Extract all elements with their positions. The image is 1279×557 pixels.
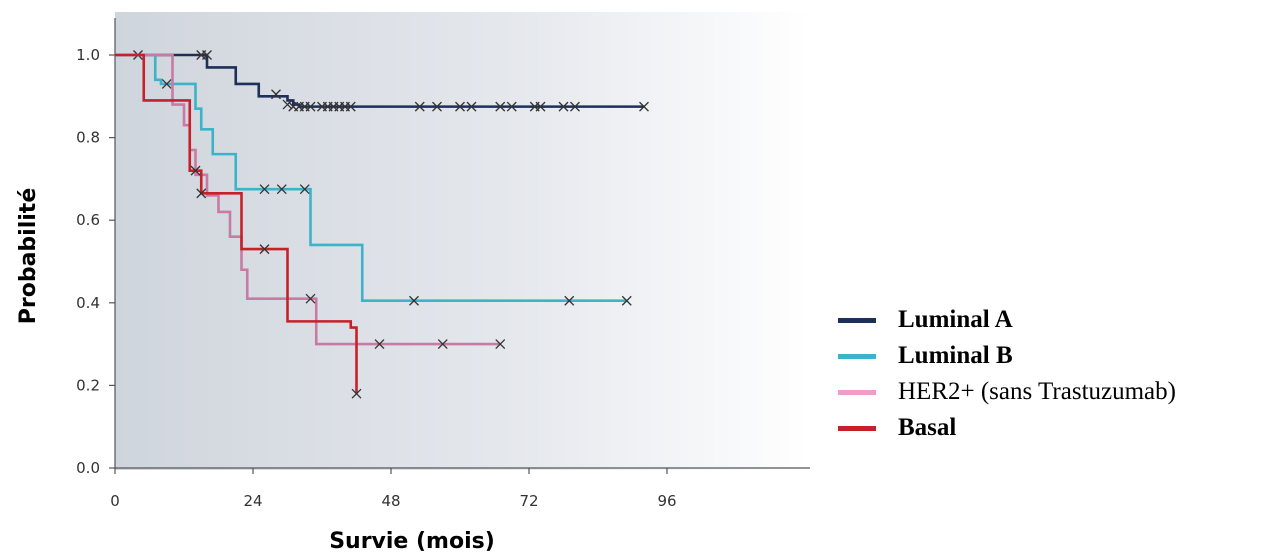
censor-mark (161, 78, 172, 89)
censor-mark (409, 295, 419, 306)
censor-mark (202, 50, 212, 60)
censor-mark (455, 101, 465, 112)
series-luminal-b (115, 53, 632, 306)
censor-mark (305, 293, 316, 304)
series-her2-sans-trastuzumab (115, 53, 506, 350)
x-tick-label: 0 (110, 492, 120, 510)
x-tick-label: 72 (519, 492, 538, 510)
x-tick-label: 24 (243, 492, 262, 510)
censor-mark (276, 184, 287, 195)
survival-curve (115, 53, 358, 394)
y-tick-label: 0.4 (76, 294, 100, 312)
legend-item: HER2+ (sans Trastuzumab) (838, 374, 1176, 410)
legend-item: Luminal B (838, 338, 1176, 374)
censor-mark (282, 99, 293, 110)
legend-label: HER2+ (sans Trastuzumab) (898, 378, 1176, 405)
censor-mark (351, 388, 362, 399)
censor-mark (535, 101, 546, 112)
censor-mark (196, 188, 207, 199)
censor-mark (414, 101, 425, 112)
censor-mark (558, 101, 569, 112)
censor-mark (564, 295, 575, 306)
censor-mark (374, 339, 385, 350)
y-tick-label: 0.8 (76, 129, 100, 147)
censor-mark (570, 101, 580, 112)
legend-swatch (838, 389, 876, 395)
censor-mark (495, 339, 506, 350)
censor-mark (466, 101, 477, 112)
x-axis-title: Survie (mois) (329, 529, 495, 554)
y-tick-label: 0.2 (76, 376, 100, 394)
y-tick-label: 1.0 (76, 46, 100, 64)
legend-item: Basal (838, 410, 1176, 446)
legend-label: Luminal B (898, 342, 1013, 369)
censor-mark (639, 101, 649, 112)
legend-item: Luminal A (838, 302, 1176, 338)
censor-mark (437, 339, 448, 350)
legend-swatch (838, 425, 876, 431)
survival-curve (115, 53, 501, 346)
censor-mark (495, 101, 506, 112)
censor-mark (345, 101, 356, 112)
censor-mark (190, 165, 201, 176)
censor-mark (621, 295, 632, 306)
legend-label: Basal (898, 414, 957, 441)
x-tick-label: 96 (657, 492, 676, 510)
legend-label: Luminal A (898, 306, 1013, 333)
y-tick-label: 0.0 (76, 459, 100, 477)
censor-mark (506, 101, 517, 112)
series-basal (115, 53, 362, 399)
plot-area (115, 12, 810, 470)
series-luminal-a (115, 50, 649, 112)
legend-swatch (838, 353, 876, 359)
censor-mark (432, 101, 442, 112)
censor-mark (271, 89, 281, 100)
censor-mark (259, 244, 270, 255)
legend: Luminal A Luminal B HER2+ (sans Trastuzuma… (838, 302, 1176, 446)
x-tick-label: 48 (381, 492, 400, 510)
y-tick-label: 0.6 (76, 211, 100, 229)
censor-mark (305, 101, 316, 112)
censor-mark (299, 184, 310, 195)
censor-mark (259, 184, 270, 195)
survival-curve (115, 53, 627, 303)
legend-swatch (838, 317, 876, 323)
y-axis-title: Probabilité (16, 188, 41, 325)
